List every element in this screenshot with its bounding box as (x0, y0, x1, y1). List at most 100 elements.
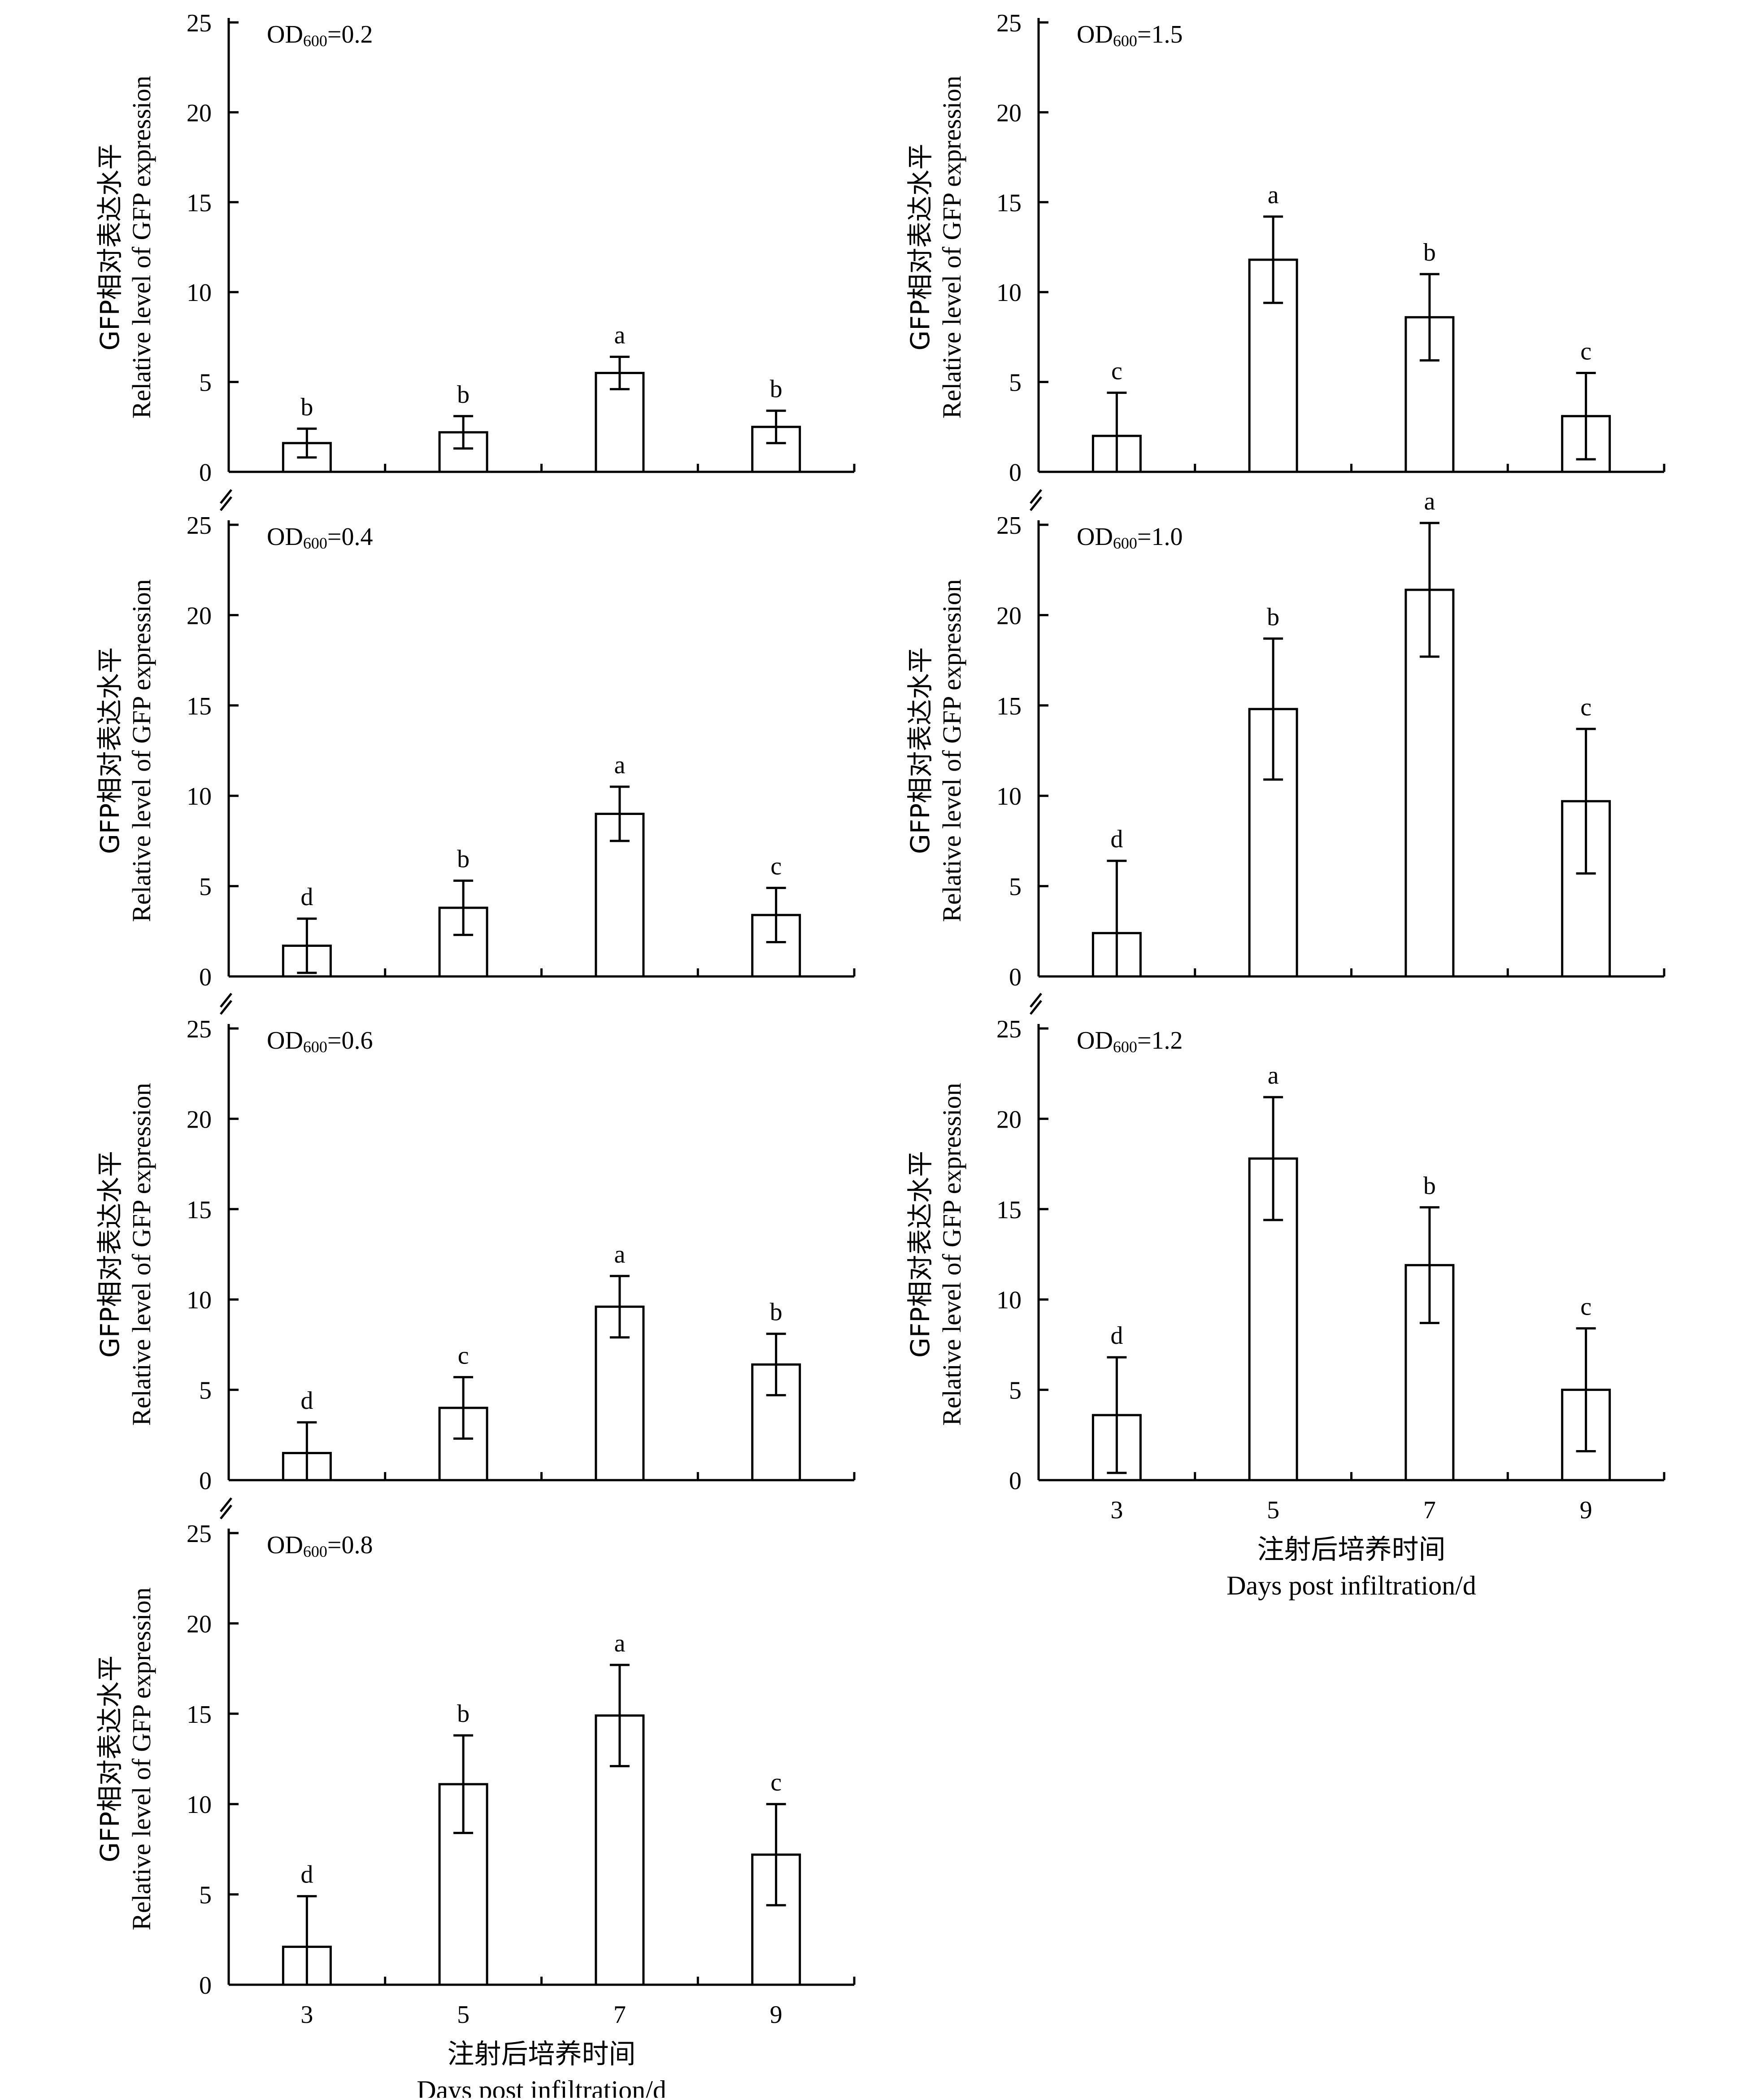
x-tick-label: 3 (300, 2001, 313, 2029)
y-axis-title-cn: GFP相对表达水平 (905, 1151, 935, 1358)
x-tick-label: 9 (770, 2001, 783, 2029)
y-tick-label: 10 (187, 1791, 212, 1819)
significance-letter: a (614, 1629, 625, 1657)
x-tick-label: 7 (1423, 1496, 1436, 1524)
y-tick-label: 0 (199, 459, 212, 487)
significance-letter: d (300, 1387, 313, 1415)
y-axis-title: GFP相对表达水平 Relative level of GFP expressio… (905, 579, 966, 922)
y-axis-title: GFP相对表达水平 Relative level of GFP expressio… (905, 76, 966, 419)
y-axis-title-cn: GFP相对表达水平 (95, 647, 125, 854)
chart-panel-od12: 0 5 10 15 20 25 OD600=1.2 d 3 a 5 b 7 c 9 GFP相对表达水平 Rela… (905, 993, 1665, 1600)
y-tick-label: 15 (996, 1196, 1022, 1224)
significance-letter: a (614, 751, 625, 779)
y-tick-label: 25 (996, 9, 1022, 37)
y-tick-label: 5 (199, 873, 212, 901)
panel-label-subscript: 600 (1113, 1038, 1137, 1056)
y-tick-label: 20 (187, 1106, 212, 1133)
panel-label-value: =0.4 (327, 523, 373, 551)
significance-letter: d (300, 1861, 313, 1889)
panel-label-value: =0.8 (327, 1531, 373, 1559)
y-axis-title: GFP相对表达水平 Relative level of GFP expressio… (95, 579, 156, 922)
x-axis-title-cn: 注射后培养时间 (1257, 1534, 1446, 1565)
significance-letter: a (1424, 488, 1435, 515)
y-tick-label: 0 (1009, 459, 1022, 487)
panel-label-value: =1.2 (1137, 1027, 1183, 1054)
x-tick-label: 9 (1580, 1496, 1592, 1524)
y-axis-title-en: Relative level of GFP expression (127, 76, 156, 419)
chart-panel-od08: 0 5 10 15 20 25 OD600=0.8 d 3 b 5 a 7 c 9 GFP相对表达水平 Rela… (95, 1497, 856, 2100)
panel-label-subscript: 600 (303, 32, 327, 50)
panel-label-subscript: 600 (1113, 534, 1137, 552)
axis-break-mark (220, 1504, 232, 1520)
chart-panel-od10: 0 5 10 15 20 25 OD600=1.0 d b a c GFP相对表达水平 Relative… (905, 488, 1665, 991)
y-axis-title-en: Relative level of GFP expression (127, 1587, 156, 1930)
x-tick-label: 5 (1267, 1496, 1279, 1524)
panel-label: OD600=0.6 (267, 1027, 373, 1056)
y-tick-label: 5 (1009, 873, 1022, 901)
axis-break-mark (1030, 993, 1042, 1008)
axis-break-mark (220, 1000, 232, 1015)
panel-label-subscript: 600 (303, 1038, 327, 1056)
y-tick-label: 10 (187, 279, 212, 307)
significance-letter: a (1268, 1062, 1279, 1089)
y-tick-label: 20 (187, 602, 212, 630)
y-tick-label: 0 (1009, 1467, 1022, 1495)
panel-label-value: =1.5 (1137, 21, 1183, 48)
y-tick-label: 0 (199, 963, 212, 991)
y-axis-title-cn: GFP相对表达水平 (95, 1151, 125, 1358)
significance-letter: c (770, 853, 782, 880)
y-tick-label: 10 (996, 1286, 1022, 1314)
significance-letter: b (1423, 1172, 1436, 1200)
y-tick-label: 0 (199, 1467, 212, 1495)
y-tick-label: 10 (187, 1286, 212, 1314)
significance-letter: c (1580, 1293, 1591, 1321)
y-tick-label: 25 (187, 512, 212, 540)
y-axis-title: GFP相对表达水平 Relative level of GFP expressio… (95, 1587, 156, 1930)
axis-break-mark (1030, 496, 1042, 511)
significance-letter: b (1267, 603, 1279, 631)
panel-label-subscript: 600 (303, 1542, 327, 1560)
y-tick-label: 0 (199, 1972, 212, 2000)
chart-panel-od06: 0 5 10 15 20 25 OD600=0.6 d c a b GFP相对表达水平 Relative… (95, 993, 856, 1495)
y-axis-title-en: Relative level of GFP expression (127, 1083, 156, 1426)
y-tick-label: 5 (1009, 1377, 1022, 1405)
y-axis-title: GFP相对表达水平 Relative level of GFP expressio… (95, 76, 156, 419)
significance-letter: b (457, 845, 470, 873)
y-tick-label: 10 (996, 279, 1022, 307)
x-axis-title-cn: 注射后培养时间 (448, 2039, 636, 2070)
significance-letter: a (614, 1241, 625, 1268)
y-tick-label: 0 (1009, 963, 1022, 991)
y-tick-label: 10 (187, 783, 212, 810)
y-tick-label: 5 (1009, 369, 1022, 397)
y-tick-label: 20 (996, 1106, 1022, 1133)
significance-letter: b (300, 393, 313, 421)
chart-panel-od02: 0 5 10 15 20 25 OD600=0.2 b b a b GFP相对表达水平 Relative… (95, 9, 856, 487)
significance-letter: b (457, 381, 470, 409)
significance-letter: b (457, 1700, 470, 1728)
y-axis-title: GFP相对表达水平 Relative level of GFP expressio… (905, 1083, 966, 1426)
y-axis-title-cn: GFP相对表达水平 (95, 144, 125, 350)
y-axis-title-en: Relative level of GFP expression (937, 1083, 966, 1426)
significance-letter: c (1580, 693, 1591, 721)
y-tick-label: 25 (187, 9, 212, 37)
y-tick-label: 20 (187, 1610, 212, 1638)
y-tick-label: 25 (996, 512, 1022, 540)
significance-letter: a (1268, 181, 1279, 209)
y-tick-label: 15 (996, 189, 1022, 217)
x-axis-title-en: Days post infiltration/d (1226, 1571, 1476, 1600)
y-tick-label: 15 (187, 1196, 212, 1224)
y-tick-label: 20 (187, 99, 212, 127)
y-tick-label: 15 (187, 1701, 212, 1729)
y-tick-label: 20 (996, 99, 1022, 127)
y-tick-label: 25 (187, 1015, 212, 1043)
y-tick-label: 5 (199, 1377, 212, 1405)
axis-break-mark (1030, 489, 1042, 504)
y-tick-label: 15 (996, 693, 1022, 720)
panel-label-subscript: 600 (1113, 32, 1137, 50)
y-axis-title: GFP相对表达水平 Relative level of GFP expressio… (95, 1083, 156, 1426)
y-axis-title-en: Relative level of GFP expression (937, 76, 966, 419)
panel-label: OD600=1.2 (1077, 1027, 1183, 1056)
axis-break-mark (220, 1497, 232, 1512)
x-tick-label: 7 (613, 2001, 626, 2029)
